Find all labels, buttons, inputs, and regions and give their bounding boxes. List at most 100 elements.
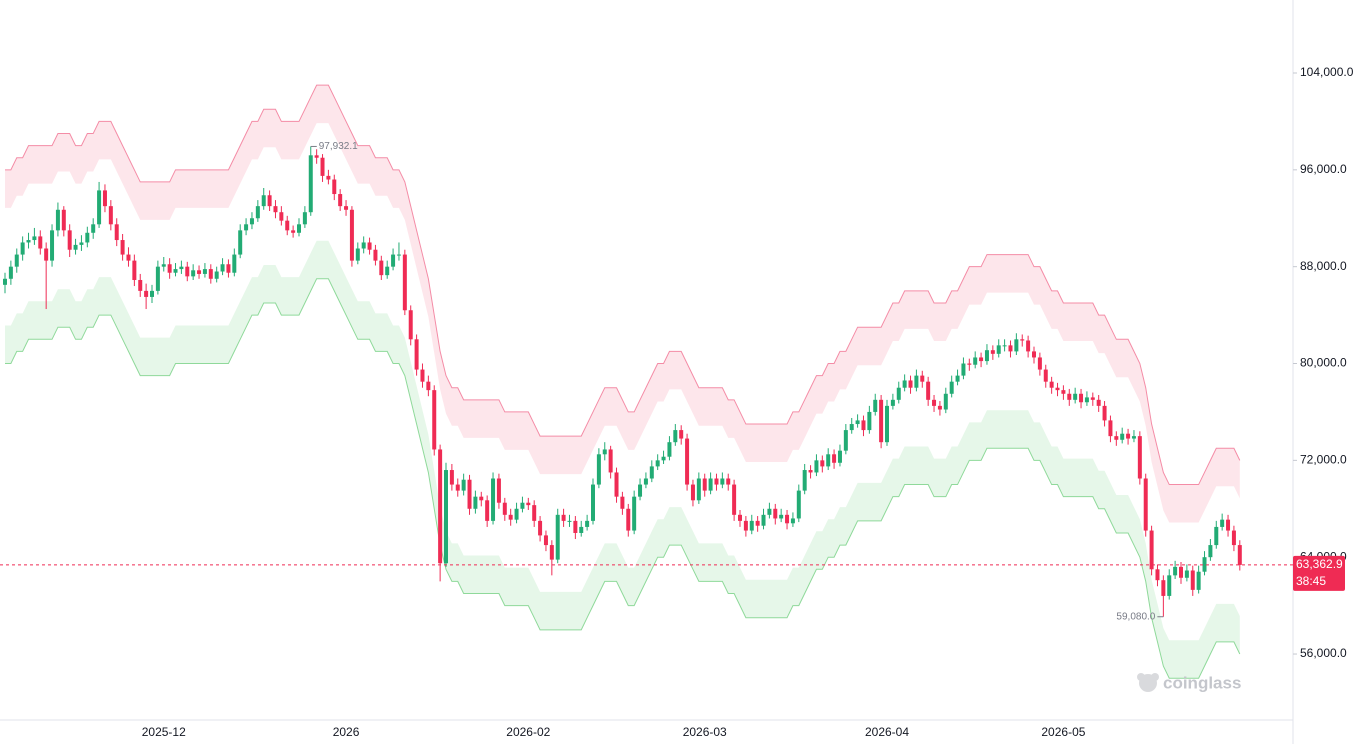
candle-body [1002, 345, 1007, 347]
candle-body [1084, 397, 1089, 403]
candle-body [614, 472, 619, 497]
candle-body [526, 502, 531, 506]
x-tick-label: 2026-05 [1041, 725, 1085, 739]
candle-body [108, 206, 113, 225]
candle-body [438, 449, 443, 564]
candle-body [138, 279, 143, 291]
candle-body [420, 369, 425, 382]
candle-body [344, 206, 349, 210]
candle-body [920, 375, 925, 382]
candle-body [661, 456, 666, 461]
candle-body [361, 242, 366, 249]
candle-body [496, 478, 501, 503]
candle-body [273, 206, 278, 213]
band-fill [5, 240, 1240, 679]
candle-body [1208, 545, 1213, 558]
candle-body [1143, 478, 1148, 531]
candle-body [132, 260, 137, 280]
candle-body [761, 514, 766, 526]
candle-body [973, 357, 978, 365]
candle-body [20, 242, 25, 255]
y-tick-label: 88,000.0 [1300, 259, 1347, 273]
candle-body [3, 278, 7, 285]
candle-body [690, 484, 695, 501]
candle-body [1231, 530, 1236, 546]
candle-body [896, 387, 901, 400]
candle-body [926, 381, 931, 400]
candle-body [632, 496, 637, 531]
candle-body [202, 269, 207, 274]
candle-body [879, 399, 884, 443]
candle-body [843, 430, 848, 451]
candle-body [802, 470, 807, 491]
candle-body [1032, 351, 1036, 358]
candle-body [814, 460, 819, 473]
candle-body [491, 478, 496, 521]
y-tick-label: 80,000.0 [1300, 356, 1347, 370]
candle-body [185, 266, 190, 277]
candle-body [979, 357, 984, 362]
candle-body [1196, 571, 1201, 590]
candle-body [591, 484, 595, 521]
candle-body [285, 220, 290, 231]
candle-body [44, 248, 49, 261]
candle-body [291, 230, 296, 233]
candle-body [902, 380, 907, 388]
candle-body [167, 264, 172, 273]
candle-body [32, 236, 37, 241]
candle-body [73, 244, 78, 250]
candle-body [326, 175, 331, 180]
candle-body [1237, 545, 1242, 565]
candle-body [8, 266, 13, 279]
candle-body [667, 442, 672, 457]
y-tick-label: 56,000.0 [1300, 646, 1347, 660]
candle-body [208, 269, 213, 279]
candle-body [249, 218, 254, 225]
candle-body [355, 248, 360, 261]
candle-body [808, 470, 813, 473]
candle-body [579, 526, 584, 533]
candle-body [990, 350, 995, 354]
candle-body [820, 460, 825, 467]
candle-body [655, 460, 660, 467]
candle-body [197, 270, 202, 274]
candle-body [514, 508, 519, 520]
y-tick-label: 96,000.0 [1300, 162, 1347, 176]
watermark-logo [1137, 673, 1159, 692]
candle-body [708, 478, 713, 491]
candle-body [161, 264, 166, 267]
candle-body [749, 520, 754, 531]
candle-body [837, 450, 842, 463]
candle-body [1226, 519, 1231, 531]
candle-body [1073, 393, 1078, 400]
candle-body [1061, 390, 1066, 394]
candle-body [626, 508, 631, 531]
candle-body [414, 339, 419, 370]
candle-body [873, 399, 878, 412]
candle-body [120, 240, 125, 255]
candle-body [943, 393, 948, 410]
candle-body [50, 230, 55, 261]
candle-body [402, 254, 407, 311]
band-line [5, 278, 1241, 679]
candle-body [267, 195, 272, 207]
candle-body [1108, 420, 1113, 437]
candle-body [144, 290, 149, 297]
last-price-box [1293, 555, 1345, 591]
candle-body [1184, 570, 1189, 578]
candle-body [649, 466, 654, 479]
candle-body [432, 390, 437, 450]
candle-body [1179, 566, 1183, 578]
candle-body [608, 449, 613, 473]
candle-body [638, 484, 643, 497]
candle-body [932, 399, 937, 406]
candle-body [867, 411, 872, 431]
candle-body [220, 264, 225, 272]
candle-body [391, 254, 396, 267]
candle-body [426, 381, 431, 391]
candle-body [767, 508, 772, 515]
candle-body [1037, 357, 1042, 370]
y-tick-label: 104,000.0 [1300, 65, 1353, 79]
candle-body [155, 266, 160, 291]
